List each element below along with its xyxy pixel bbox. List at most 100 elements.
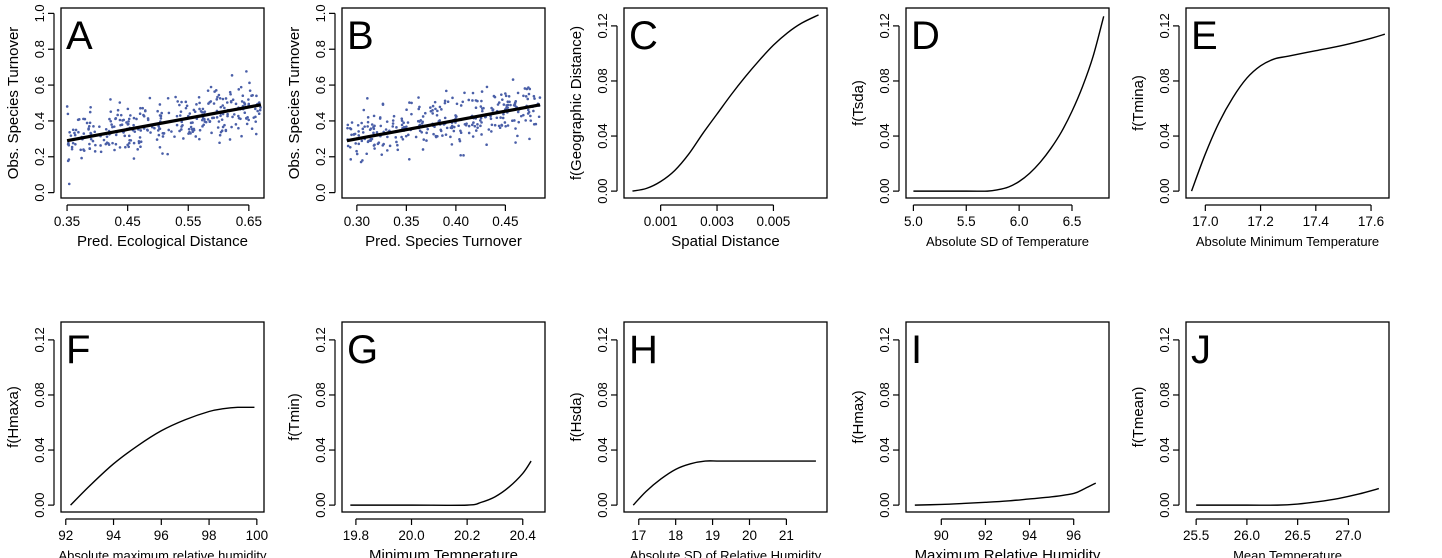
- fit-line: [66, 103, 262, 143]
- scatter-point: [187, 132, 190, 135]
- scatter-point: [118, 101, 122, 104]
- scatter-point: [167, 111, 171, 115]
- x-tick-label: 92: [58, 528, 73, 543]
- scatter-point: [229, 92, 232, 96]
- x-tick-label: 0.45: [492, 214, 518, 229]
- scatter-point: [363, 125, 366, 128]
- scatter-point: [195, 103, 198, 106]
- x-tick-label: 5.5: [957, 214, 976, 229]
- scatter-point: [438, 119, 442, 122]
- scatter-point: [128, 139, 131, 142]
- x-tick-label: 25.5: [1183, 528, 1209, 543]
- scatter-point: [505, 106, 508, 109]
- scatter-point: [71, 141, 75, 145]
- scatter-point: [421, 120, 425, 124]
- scatter-point: [373, 124, 376, 128]
- scatter-point: [146, 118, 150, 122]
- scatter-point: [401, 137, 405, 141]
- scatter-point: [366, 125, 369, 128]
- scatter-point: [391, 125, 395, 128]
- scatter-point: [425, 131, 428, 135]
- x-tick-label: 96: [154, 528, 169, 543]
- scatter-point: [400, 117, 404, 120]
- y-tick-label: 0.08: [877, 382, 892, 407]
- x-tick-label: 27.0: [1335, 528, 1361, 543]
- y-tick-label: 0.00: [1157, 178, 1172, 203]
- scatter-point: [449, 135, 452, 139]
- scatter-point: [394, 136, 398, 139]
- x-tick-label: 0.35: [54, 214, 80, 229]
- scatter-point: [124, 145, 127, 149]
- scatter-point: [127, 141, 131, 145]
- scatter-point: [66, 112, 70, 116]
- x-tick-label: 17.2: [1247, 214, 1273, 229]
- plot-frame: [341, 321, 546, 513]
- scatter-point: [74, 128, 78, 132]
- scatter-point: [480, 99, 483, 103]
- x-tick-label: 20.0: [398, 528, 424, 543]
- scatter-point: [139, 145, 142, 149]
- y-tick-label: 0.6: [313, 76, 328, 94]
- scatter-point: [369, 138, 373, 141]
- scatter-point: [429, 109, 433, 113]
- x-axis-label: Absolute maximum relative humidity: [58, 548, 267, 558]
- scatter-point: [418, 105, 421, 109]
- scatter-point: [537, 115, 541, 119]
- scatter-point: [221, 104, 225, 107]
- scatter-point: [511, 119, 514, 123]
- scatter-point: [209, 85, 213, 89]
- scatter-point: [240, 134, 243, 138]
- y-tick-label: 0.8: [313, 40, 328, 58]
- scatter-point: [403, 125, 407, 129]
- x-tick-label: 90: [934, 528, 949, 543]
- scatter-point: [193, 110, 197, 114]
- scatter-point: [231, 98, 235, 102]
- scatter-point: [514, 141, 517, 144]
- scatter-point: [355, 152, 359, 156]
- scatter-point: [354, 142, 357, 145]
- y-axis-label: f(Hmax): [850, 390, 867, 443]
- scatter-point: [135, 117, 138, 121]
- scatter-point: [79, 148, 82, 152]
- scatter-point: [178, 114, 182, 117]
- scatter-point: [532, 94, 536, 98]
- panel-i: 90 92 94 96 0.00 0.04 0.08 0.12 Maximum Relative…: [850, 321, 1110, 558]
- panel-label: B: [347, 14, 374, 58]
- scatter-point: [455, 115, 458, 118]
- scatter-point: [396, 143, 399, 147]
- scatter-point: [219, 114, 222, 118]
- scatter-point: [74, 142, 77, 146]
- scatter-point: [439, 129, 443, 133]
- scatter-point: [360, 139, 364, 143]
- scatter-point: [386, 135, 389, 139]
- scatter-point: [406, 121, 410, 124]
- scatter-point: [498, 126, 502, 130]
- scatter-point: [87, 124, 91, 128]
- scatter-point: [121, 119, 124, 122]
- scatter-point: [245, 116, 248, 120]
- y-tick-label: 0.0: [32, 184, 47, 202]
- scatter-point: [174, 95, 177, 99]
- scatter-point: [402, 121, 405, 125]
- scatter-point: [221, 97, 225, 101]
- scatter-point: [107, 143, 111, 146]
- x-axis-label: Absolute SD of Temperature: [926, 234, 1089, 249]
- scatter-point: [533, 97, 536, 100]
- y-axis-label: f(Hmaxa): [5, 386, 22, 448]
- scatter-point: [146, 129, 149, 132]
- panel-label: H: [629, 328, 658, 372]
- scatter-point: [158, 146, 162, 149]
- plot-frame: [905, 321, 1110, 513]
- scatter-point: [218, 133, 222, 137]
- scatter-point: [528, 137, 531, 141]
- y-tick-label: 1.0: [32, 4, 47, 22]
- x-tick-label: 18: [668, 528, 683, 543]
- scatter-point: [127, 120, 130, 123]
- scatter-point: [133, 130, 137, 133]
- plot-frame: [623, 321, 828, 513]
- scatter-point: [139, 140, 143, 144]
- x-tick-label: 6.0: [1010, 214, 1029, 229]
- scatter-point: [191, 130, 195, 134]
- y-tick-label: 0.00: [877, 178, 892, 203]
- x-tick-label: 0.65: [236, 214, 262, 229]
